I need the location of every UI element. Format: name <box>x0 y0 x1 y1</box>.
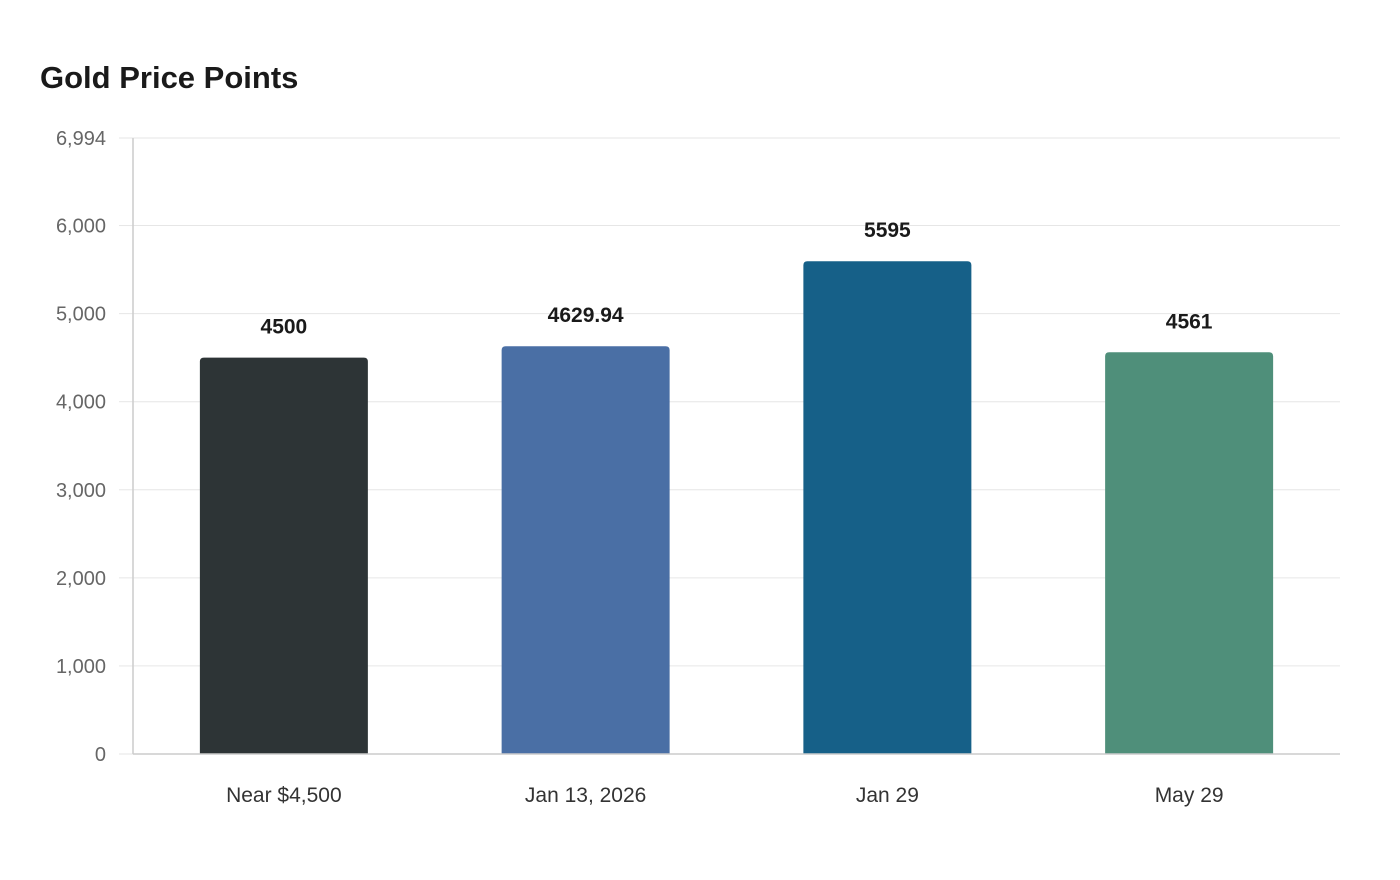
bar <box>803 261 972 754</box>
x-category-label: May 29 <box>1155 784 1224 807</box>
y-tick-label: 0 <box>95 744 106 766</box>
x-category-label: Jan 29 <box>856 784 919 807</box>
bar <box>1105 352 1274 754</box>
chart-title: Gold Price Points <box>40 60 299 95</box>
y-tick-label: 4,000 <box>56 392 106 414</box>
bars <box>199 261 1274 754</box>
bar-value-label: 4500 <box>261 316 308 339</box>
x-category-label: Near $4,500 <box>226 784 342 807</box>
bar-value-label: 5595 <box>864 219 911 242</box>
value-labels: 4500 4629.94 5595 4561 <box>261 219 1213 338</box>
y-tick-label: 3,000 <box>56 480 106 502</box>
y-tick-label: 2,000 <box>56 568 106 590</box>
bar-value-label: 4561 <box>1166 310 1213 333</box>
x-category-label: Jan 13, 2026 <box>525 784 646 807</box>
bar <box>501 346 670 754</box>
bar-value-label: 4629.94 <box>548 304 624 327</box>
y-axis-ticks: 0 1,000 2,000 3,000 4,000 5,000 6,000 6,994 <box>56 128 106 766</box>
bar <box>199 357 368 754</box>
y-tick-label: 1,000 <box>56 656 106 678</box>
x-axis-labels: Near $4,500 Jan 13, 2026 Jan 29 May 29 <box>226 784 1223 807</box>
y-tick-label: 5,000 <box>56 304 106 326</box>
y-tick-label: 6,994 <box>56 128 106 150</box>
y-tick-label: 6,000 <box>56 216 106 238</box>
